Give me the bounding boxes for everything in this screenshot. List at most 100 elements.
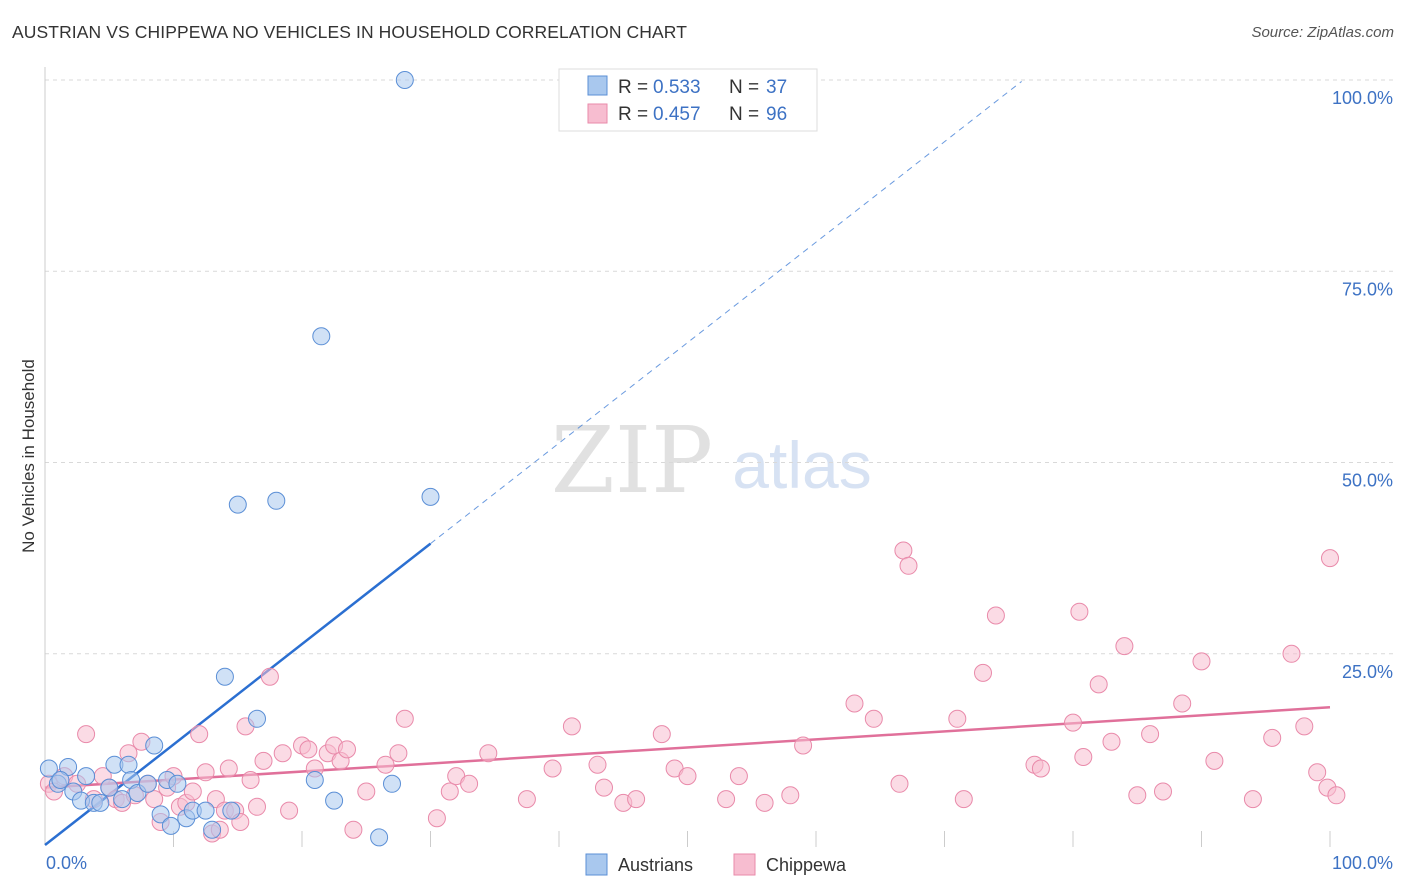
chippewa-point-66 xyxy=(755,793,774,812)
chippewa-point-81 xyxy=(1070,602,1089,621)
austrians-point-22 xyxy=(196,801,215,820)
chippewa-point-72 xyxy=(894,541,913,560)
austrians-point-23 xyxy=(203,820,222,839)
austrians-point-27 xyxy=(248,709,266,728)
chippewa-point-85 xyxy=(1115,637,1134,656)
tick-labels: 25.0% 50.0% 75.0% 100.0% 0.0% 100.0% xyxy=(46,88,1393,873)
chippewa-point-21 xyxy=(190,725,209,744)
austrians-point-34 xyxy=(395,71,414,89)
chippewa-point-87 xyxy=(1141,725,1160,744)
austrians-point-29 xyxy=(305,771,324,789)
y-axis-label: No Vehicles in Household xyxy=(19,359,38,553)
chippewa-point-93 xyxy=(1263,728,1282,747)
chippewa-point-54 xyxy=(517,790,536,809)
austrians-point-24 xyxy=(215,667,234,686)
chippewa-point-31 xyxy=(241,771,260,789)
austrians-point-11 xyxy=(119,755,138,774)
chippewa-point-34 xyxy=(260,667,279,686)
austrians-point-7 xyxy=(91,793,110,812)
chippewa-point-47 xyxy=(389,744,408,763)
chippewa-point-32 xyxy=(248,797,266,816)
data-points xyxy=(39,71,1346,847)
chippewa-point-74 xyxy=(948,709,967,728)
chippewa-point-61 xyxy=(652,725,671,744)
austrians-point-25 xyxy=(222,801,241,820)
watermark-zip: ZIP xyxy=(551,407,713,514)
chippewa-point-49 xyxy=(427,809,446,828)
chippewa-point-69 xyxy=(845,694,864,713)
chippewa-point-20 xyxy=(183,782,202,801)
chippewa-point-50 xyxy=(440,782,459,801)
chippewa-point-82 xyxy=(1074,748,1093,766)
source-label: Source: ZipAtlas.com xyxy=(1251,24,1394,41)
chippewa-point-55 xyxy=(543,759,562,778)
austrians-point-26 xyxy=(228,495,247,514)
austrians-point-15 xyxy=(145,736,164,755)
y-tick-label-25: 25.0% xyxy=(1342,662,1393,682)
chippewa-point-58 xyxy=(595,778,613,797)
legend-r-label-chippewa: R = xyxy=(618,104,648,125)
chippewa-point-65 xyxy=(729,767,748,786)
chippewa-point-52 xyxy=(460,774,479,793)
austrians-point-14 xyxy=(138,774,157,793)
chippewa-point-99 xyxy=(1327,786,1346,805)
austrians-point-35 xyxy=(421,487,440,506)
austrians-point-5 xyxy=(77,767,96,786)
chippewa-point-98 xyxy=(1321,549,1339,568)
chippewa-point-53 xyxy=(479,744,498,763)
chippewa-point-36 xyxy=(280,801,299,820)
austrians-point-31 xyxy=(325,791,344,810)
chippewa-point-38 xyxy=(299,740,318,759)
legend-n-label-austrians: N = xyxy=(729,77,759,98)
axes xyxy=(44,67,1331,847)
x-tick-label-0: 0.0% xyxy=(46,853,87,873)
chippewa-point-48 xyxy=(395,709,414,728)
legend-r-value-chippewa: 0.457 xyxy=(653,104,701,125)
chippewa-point-88 xyxy=(1154,782,1172,801)
y-tick-label-50: 50.0% xyxy=(1342,471,1393,491)
y-tick-label-100: 100.0% xyxy=(1332,88,1393,108)
legend-n-value-chippewa: 96 xyxy=(766,104,787,125)
bottom-legend-swatch-austrians xyxy=(585,853,608,876)
austrians-trendline-extension xyxy=(430,81,1022,544)
austrians-point-28 xyxy=(267,491,286,510)
chippewa-point-73 xyxy=(899,556,918,575)
legend-n-value-austrians: 37 xyxy=(766,77,787,98)
chippewa-point-68 xyxy=(794,736,813,755)
chippewa-point-89 xyxy=(1173,694,1192,713)
chippewa-point-96 xyxy=(1308,763,1327,782)
chippewa-point-45 xyxy=(357,782,376,801)
chippewa-point-22 xyxy=(196,763,215,782)
chippewa-point-60 xyxy=(627,790,646,809)
chippewa-point-43 xyxy=(338,740,356,759)
austrians-point-10 xyxy=(113,790,132,809)
gridlines xyxy=(45,79,1395,655)
chippewa-point-44 xyxy=(344,820,363,839)
chippewa-point-79 xyxy=(1031,759,1050,778)
legend-swatch-chippewa xyxy=(587,103,608,124)
legend-r-label-austrians: R = xyxy=(618,77,648,98)
chippewa-point-76 xyxy=(974,663,992,682)
bottom-legend-label-austrians: Austrians xyxy=(618,855,693,875)
chippewa-point-84 xyxy=(1102,732,1121,751)
chippewa-point-92 xyxy=(1243,790,1262,809)
austrians-point-36 xyxy=(51,771,70,789)
austrians-point-30 xyxy=(312,327,331,346)
austrians-point-33 xyxy=(383,774,401,793)
austrians-point-19 xyxy=(168,774,187,793)
bottom-legend-label-chippewa: Chippewa xyxy=(766,855,847,875)
watermark-atlas: atlas xyxy=(732,428,871,502)
chippewa-point-63 xyxy=(678,767,697,786)
austrians-point-0 xyxy=(39,759,58,778)
chippewa-point-35 xyxy=(273,744,292,763)
chippewa-trendline xyxy=(44,706,1331,789)
stats-legend: R = 0.533 N = 37 R = 0.457 N = 96 xyxy=(558,68,818,132)
chippewa-point-14 xyxy=(145,790,164,809)
chippewa-point-33 xyxy=(254,751,273,770)
chippewa-point-83 xyxy=(1089,675,1108,694)
chippewa-point-46 xyxy=(376,755,395,774)
chippewa-point-95 xyxy=(1295,717,1314,736)
chippewa-point-75 xyxy=(954,790,973,809)
legend-swatch-austrians xyxy=(587,75,608,96)
